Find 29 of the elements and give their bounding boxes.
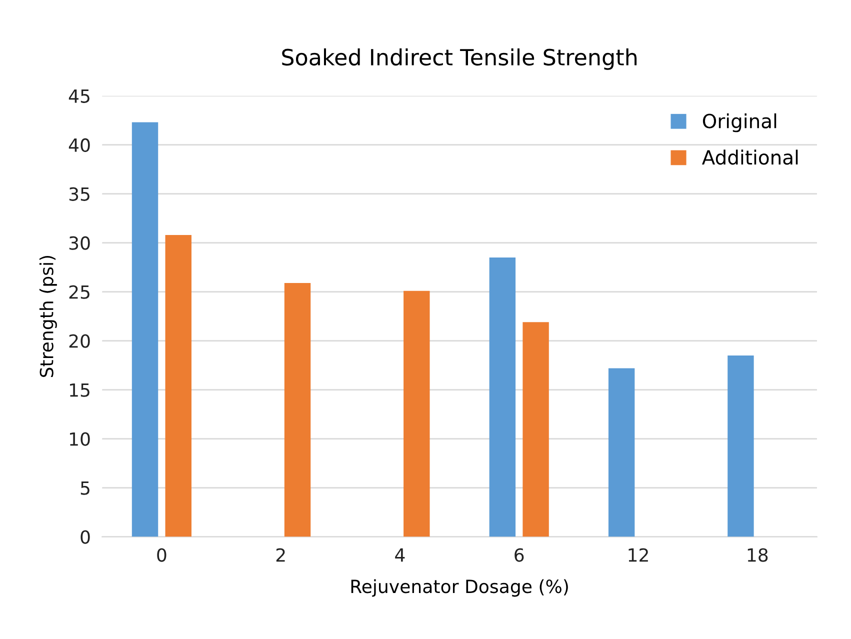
bar	[284, 282, 311, 537]
y-tick-label: 10	[70, 432, 90, 446]
chart-title: Soaked Indirect Tensile Strength	[282, 48, 637, 70]
bar	[608, 368, 635, 537]
y-tick-label: 30	[69, 236, 90, 250]
legend-label: Original	[702, 113, 776, 132]
bar	[132, 122, 158, 537]
x-tick-label: 12	[628, 548, 648, 562]
y-tick-label: 40	[68, 138, 90, 152]
bar	[522, 322, 549, 537]
x-tick-label: 0	[157, 548, 166, 562]
y-tick-label: 25	[69, 285, 90, 299]
y-tick-label: 20	[69, 334, 90, 348]
y-tick-label: 35	[69, 187, 90, 201]
x-tick-label: 6	[514, 548, 524, 562]
y-tick-label: 0	[80, 530, 90, 544]
bar	[489, 258, 516, 537]
bar	[404, 290, 430, 537]
bar	[165, 234, 192, 537]
x-tick-label: 4	[395, 548, 405, 562]
y-axis-title: Strength (psi)	[39, 256, 57, 378]
bar	[728, 355, 754, 537]
x-tick-label: 2	[276, 548, 285, 562]
y-tick-label: 45	[68, 90, 90, 103]
y-tick-label: 15	[70, 383, 90, 397]
y-tick-label: 5	[80, 481, 90, 495]
legend-label: Additional	[702, 150, 798, 165]
x-axis-title: Rejuvenator Dosage (%)	[351, 579, 568, 597]
x-tick-label: 18	[748, 548, 768, 562]
